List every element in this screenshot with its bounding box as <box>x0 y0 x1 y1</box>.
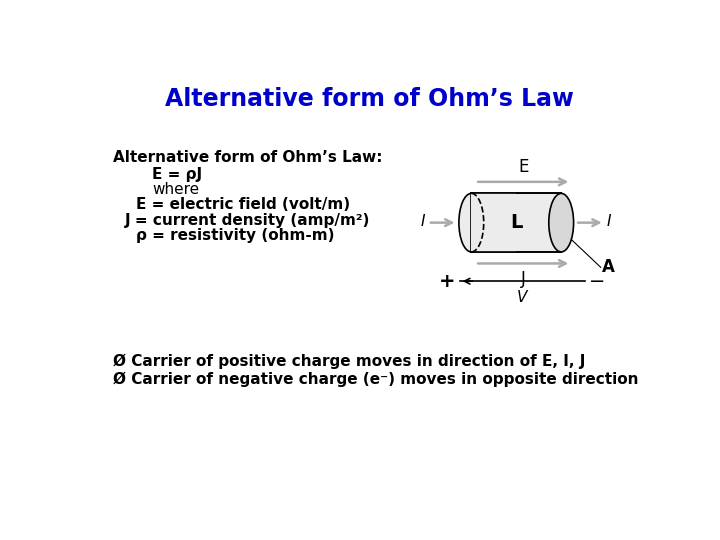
Ellipse shape <box>459 193 484 252</box>
Text: I: I <box>421 214 426 230</box>
Text: ρ = resistivity (ohm-m): ρ = resistivity (ohm-m) <box>137 228 335 243</box>
Text: J: J <box>521 271 526 288</box>
Bar <box>472 193 516 252</box>
Text: I: I <box>607 214 611 230</box>
Text: E: E <box>518 158 528 176</box>
Text: V: V <box>517 289 528 305</box>
Text: +: + <box>439 272 456 291</box>
Text: E = ρJ: E = ρJ <box>152 167 202 181</box>
Text: Alternative form of Ohm’s Law:: Alternative form of Ohm’s Law: <box>113 150 383 165</box>
Ellipse shape <box>549 193 574 252</box>
Text: Ø Carrier of negative charge (e⁻) moves in opposite direction: Ø Carrier of negative charge (e⁻) moves … <box>113 372 639 387</box>
Bar <box>472 193 561 252</box>
Text: where: where <box>152 182 199 197</box>
Text: Alternative form of Ohm’s Law: Alternative form of Ohm’s Law <box>165 87 573 111</box>
Text: E = electric field (volt/m): E = electric field (volt/m) <box>137 198 351 212</box>
Text: A: A <box>602 258 615 276</box>
Text: J = current density (amp/m²): J = current density (amp/m²) <box>125 213 370 228</box>
Text: Ø Carrier of positive charge moves in direction of E, I, J: Ø Carrier of positive charge moves in di… <box>113 354 585 369</box>
Text: L: L <box>510 213 523 232</box>
Text: −: − <box>589 272 606 291</box>
